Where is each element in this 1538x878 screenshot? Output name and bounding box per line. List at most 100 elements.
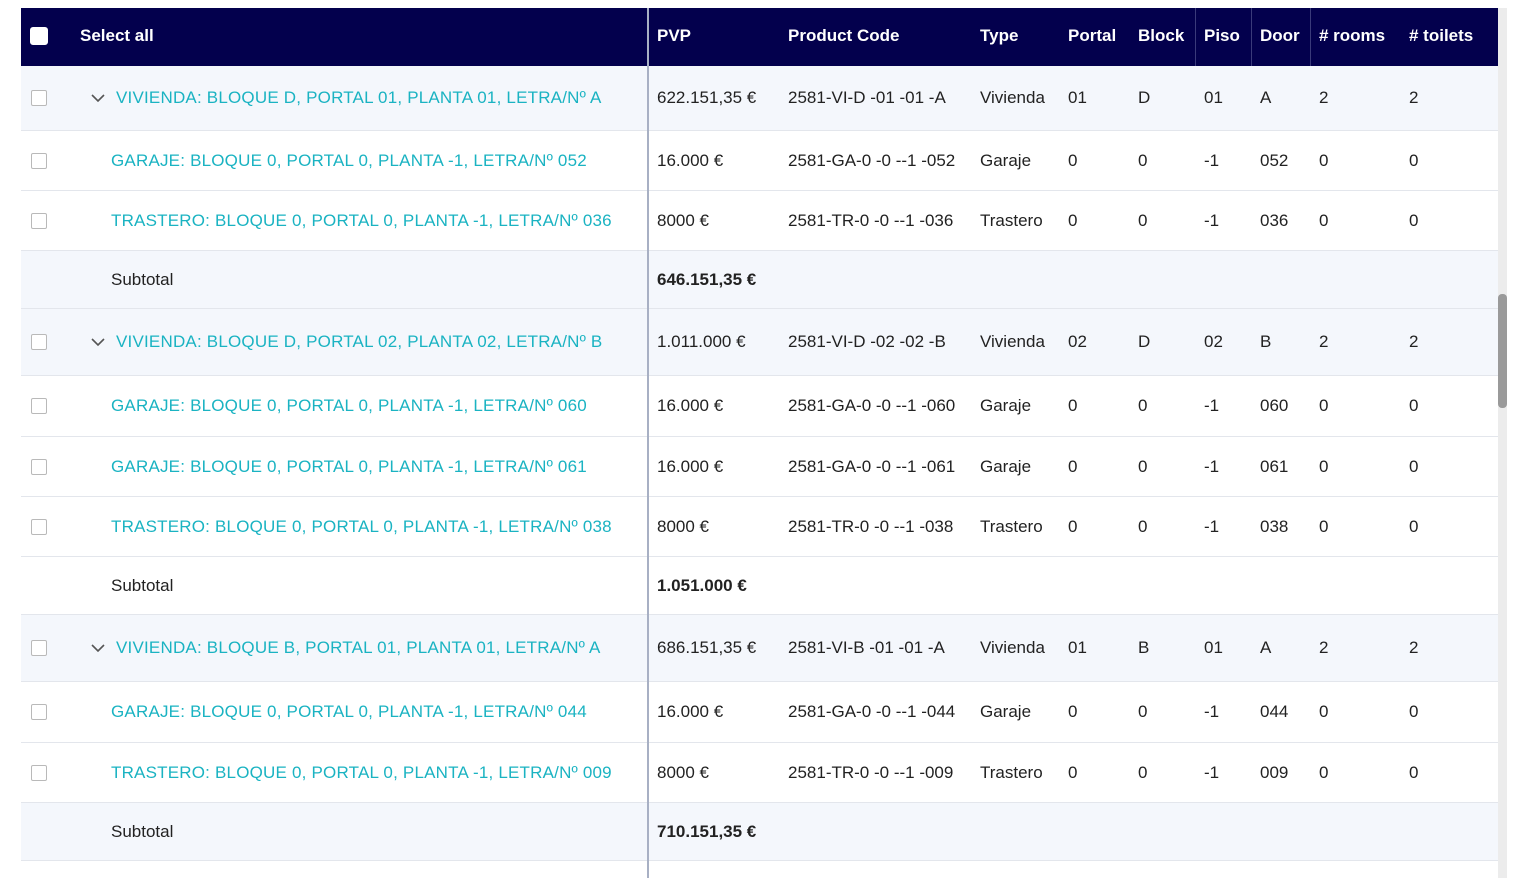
product-name-link[interactable]: TRASTERO: BLOQUE 0, PORTAL 0, PLANTA -1,… — [111, 762, 612, 782]
cell-toilets: 0 — [1409, 396, 1419, 415]
cell-block: 0 — [1138, 456, 1148, 476]
cell-pvp: 8000 € — [657, 516, 709, 536]
cell-block: 0 — [1138, 210, 1148, 230]
cell-portal: 0 — [1068, 762, 1078, 782]
product-name-link[interactable]: GARAJE: BLOQUE 0, PORTAL 0, PLANTA -1, L… — [111, 456, 587, 476]
vertical-scrollbar[interactable] — [1498, 8, 1507, 878]
row-checkbox[interactable] — [31, 519, 47, 535]
cell-type: Trastero — [980, 762, 1043, 782]
select-all-label[interactable]: Select all — [80, 26, 154, 45]
row-checkbox[interactable] — [31, 153, 47, 169]
group-row[interactable]: VIVIENDA: BLOQUE D, PORTAL 02, PLANTA 02… — [21, 309, 1498, 376]
cell-door: A — [1260, 88, 1272, 107]
cell-door: B — [1260, 332, 1272, 351]
product-grid: Select all PVP Product Code Type Portal … — [21, 8, 1498, 878]
table-row[interactable]: TRASTERO: BLOQUE 0, PORTAL 0, PLANTA -1,… — [21, 497, 1498, 557]
cell-code: 2581-GA-0 -0 --1 -052 — [788, 150, 956, 170]
cell-type: Garaje — [980, 150, 1032, 170]
cell-toilets: 0 — [1409, 762, 1419, 782]
group-row[interactable]: VIVIENDA: BLOQUE B, PORTAL 01, PLANTA 01… — [21, 615, 1498, 682]
product-name-link[interactable]: GARAJE: BLOQUE 0, PORTAL 0, PLANTA -1, L… — [111, 702, 587, 721]
chevron-down-icon[interactable] — [91, 335, 105, 349]
table-row[interactable]: GARAJE: BLOQUE 0, PORTAL 0, PLANTA -1, L… — [21, 376, 1498, 437]
row-checkbox[interactable] — [31, 398, 47, 414]
scrollbar-thumb[interactable] — [1498, 294, 1507, 408]
cell-rooms: 0 — [1319, 210, 1329, 230]
subtotal-value: 1.051.000 € — [657, 575, 747, 595]
row-checkbox[interactable] — [31, 765, 47, 781]
column-header-rooms[interactable]: # rooms — [1319, 26, 1386, 45]
row-checkbox[interactable] — [31, 459, 47, 475]
row-checkbox[interactable] — [31, 213, 47, 229]
product-name-link[interactable]: VIVIENDA: BLOQUE B, PORTAL 01, PLANTA 01… — [116, 638, 601, 657]
column-header-toilets[interactable]: # toilets — [1409, 26, 1474, 45]
table-row[interactable]: GARAJE: BLOQUE 0, PORTAL 0, PLANTA -1, L… — [21, 682, 1498, 743]
row-checkbox[interactable] — [31, 704, 47, 720]
cell-block: D — [1138, 88, 1151, 107]
cell-block: 0 — [1138, 702, 1148, 721]
product-name-link[interactable]: VIVIENDA: BLOQUE D, PORTAL 01, PLANTA 01… — [116, 88, 602, 107]
cell-pvp: 8000 € — [657, 210, 709, 230]
cell-portal: 0 — [1068, 456, 1078, 476]
cell-type: Garaje — [980, 456, 1032, 476]
row-checkbox[interactable] — [31, 640, 47, 656]
cell-rooms: 0 — [1319, 702, 1329, 721]
cell-pvp: 1.011.000 € — [657, 332, 746, 351]
subtotal-row: Subtotal 646.151,35 € — [21, 251, 1498, 309]
table-row[interactable]: GARAJE: BLOQUE 0, PORTAL 0, PLANTA -1, L… — [21, 437, 1498, 497]
cell-code: 2581-GA-0 -0 --1 -044 — [788, 702, 956, 721]
product-name-link[interactable]: VIVIENDA: BLOQUE D, PORTAL 02, PLANTA 02… — [116, 332, 603, 351]
subtotal-value: 646.151,35 € — [657, 269, 757, 289]
cell-toilets: 0 — [1409, 210, 1419, 230]
cell-piso: -1 — [1204, 396, 1220, 415]
cell-door: 036 — [1260, 210, 1289, 230]
cell-type: Garaje — [980, 396, 1032, 415]
product-name-link[interactable]: TRASTERO: BLOQUE 0, PORTAL 0, PLANTA -1,… — [111, 516, 612, 536]
cell-door: 038 — [1260, 516, 1289, 536]
cell-rooms: 2 — [1319, 638, 1329, 657]
subtotal-label: Subtotal — [111, 821, 174, 841]
cell-toilets: 0 — [1409, 702, 1419, 721]
cell-type: Vivienda — [980, 332, 1045, 351]
group-row[interactable]: VIVIENDA: BLOQUE D, PORTAL 01, PLANTA 01… — [21, 66, 1498, 131]
cell-portal: 0 — [1068, 396, 1078, 415]
cell-pvp: 16.000 € — [657, 150, 724, 170]
column-header-type[interactable]: Type — [980, 26, 1019, 45]
cell-piso: -1 — [1204, 456, 1220, 476]
cell-portal: 0 — [1068, 516, 1078, 536]
product-name-link[interactable]: TRASTERO: BLOQUE 0, PORTAL 0, PLANTA -1,… — [111, 210, 612, 230]
table-row[interactable]: TRASTERO: BLOQUE 0, PORTAL 0, PLANTA -1,… — [21, 191, 1498, 251]
cell-piso: -1 — [1204, 150, 1220, 170]
product-name-link[interactable]: GARAJE: BLOQUE 0, PORTAL 0, PLANTA -1, L… — [111, 150, 587, 170]
cell-rooms: 0 — [1319, 150, 1329, 170]
column-divider — [1195, 8, 1196, 66]
cell-block: 0 — [1138, 762, 1148, 782]
column-header-piso[interactable]: Piso — [1204, 26, 1240, 45]
column-header-pvp[interactable]: PVP — [657, 26, 692, 45]
cell-rooms: 0 — [1319, 396, 1329, 415]
cell-code: 2581-VI-B -01 -01 -A — [788, 638, 945, 657]
cell-piso: 01 — [1204, 638, 1223, 657]
select-all-checkbox[interactable] — [30, 27, 48, 45]
column-header-product-code[interactable]: Product Code — [788, 26, 900, 45]
cell-toilets: 2 — [1409, 638, 1419, 657]
subtotal-value: 710.151,35 € — [657, 821, 757, 841]
product-name-link[interactable]: GARAJE: BLOQUE 0, PORTAL 0, PLANTA -1, L… — [111, 396, 587, 415]
column-header-portal[interactable]: Portal — [1068, 26, 1117, 45]
chevron-down-icon[interactable] — [91, 91, 105, 105]
row-checkbox[interactable] — [31, 90, 47, 106]
cell-type: Vivienda — [980, 638, 1045, 657]
cell-block: 0 — [1138, 516, 1148, 536]
cell-block: 0 — [1138, 150, 1148, 170]
cell-door: 044 — [1260, 702, 1289, 721]
cell-block: 0 — [1138, 396, 1148, 415]
chevron-down-icon[interactable] — [91, 641, 105, 655]
cell-door: 009 — [1260, 762, 1289, 782]
table-row[interactable]: GARAJE: BLOQUE 0, PORTAL 0, PLANTA -1, L… — [21, 131, 1498, 191]
column-header-door[interactable]: Door — [1260, 26, 1300, 45]
row-checkbox[interactable] — [31, 334, 47, 350]
table-row[interactable]: TRASTERO: BLOQUE 0, PORTAL 0, PLANTA -1,… — [21, 743, 1498, 803]
cell-toilets: 2 — [1409, 88, 1419, 107]
cell-block: D — [1138, 332, 1151, 351]
column-header-block[interactable]: Block — [1138, 26, 1185, 45]
